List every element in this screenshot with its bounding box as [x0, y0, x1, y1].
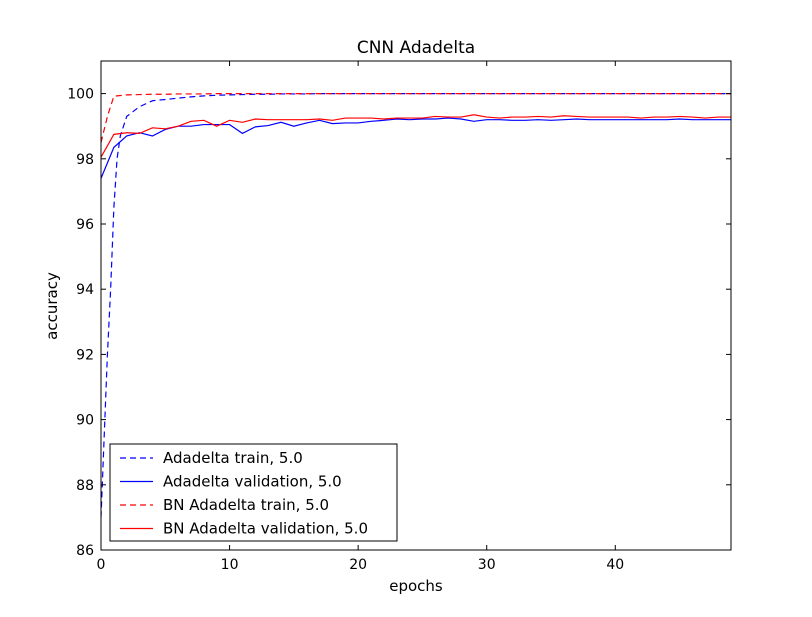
y-tick-label: 86 — [76, 543, 94, 559]
series-layer — [101, 92, 731, 518]
series-line-2 — [101, 92, 731, 143]
y-tick-label: 98 — [76, 152, 94, 168]
y-tick-label: 94 — [76, 282, 94, 298]
y-axis-label: accuracy — [43, 272, 61, 340]
series-line-0 — [101, 92, 731, 518]
legend-label-3: BN Adadelta validation, 5.0 — [163, 520, 368, 538]
y-tick-label: 100 — [67, 87, 94, 103]
ticks-layer: 0 10 20 30 40 86 88 90 92 94 96 98 100 — [67, 61, 731, 573]
legend-label-2: BN Adadelta train, 5.0 — [163, 496, 329, 514]
y-tick-label: 90 — [76, 413, 94, 429]
x-tick-label: 30 — [478, 557, 496, 573]
x-tick-label: 40 — [606, 557, 624, 573]
plot-frame — [100, 60, 732, 551]
y-tick-label: 92 — [76, 347, 94, 363]
x-tick-label: 0 — [97, 557, 106, 573]
y-tick-label: 96 — [76, 217, 94, 233]
series-line-3 — [101, 114, 731, 158]
series-line-1 — [101, 117, 731, 179]
chart-title: CNN Adadelta — [357, 38, 475, 58]
x-tick-label: 10 — [221, 557, 239, 573]
x-tick-label: 20 — [349, 557, 367, 573]
legend: Adadelta train, 5.0 Adadelta validation, … — [109, 443, 398, 542]
y-tick-label: 88 — [76, 478, 94, 494]
legend-box — [109, 443, 398, 542]
legend-label-1: Adadelta validation, 5.0 — [163, 473, 342, 491]
legend-label-0: Adadelta train, 5.0 — [163, 449, 303, 467]
x-axis-label: epochs — [389, 577, 443, 595]
